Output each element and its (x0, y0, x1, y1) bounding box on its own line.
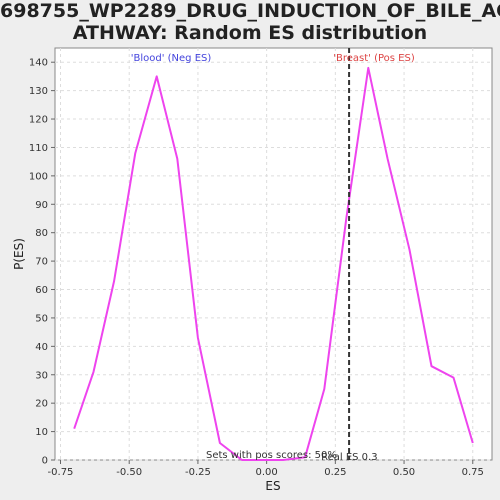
x-tick-label: -0.25 (185, 467, 211, 478)
plot-area (54, 47, 493, 461)
title-line-2: ATHWAY: Random ES distribution (72, 22, 428, 44)
y-tick-label: 30 (35, 370, 48, 381)
axes: 0 10 20 30 40 50 60 70 80 90 100 110 120 130 140 -0.75 -… (29, 58, 484, 478)
annotations: 'Blood' (Neg ES) 'Breast' (Pos ES) Real … (131, 48, 415, 463)
es-distribution-line (73, 66, 474, 461)
y-tick-label: 50 (35, 313, 48, 324)
x-tick-label: 0.50 (393, 467, 415, 478)
grid (55, 48, 492, 461)
x-tick-label: 0.00 (255, 467, 277, 478)
neg-es-label: 'Blood' (Neg ES) (131, 53, 212, 64)
y-tick-label: 90 (35, 200, 48, 211)
pos-es-label: 'Breast' (Pos ES) (333, 53, 415, 64)
y-tick-label: 100 (29, 171, 48, 182)
y-tick-label: 0 (42, 456, 48, 467)
pos-scores-label: Sets with pos scores: 50% (206, 450, 337, 461)
series (73, 66, 474, 461)
y-tick-label: 40 (35, 342, 48, 353)
x-axis-label: ES (265, 479, 280, 493)
y-tick-label: 120 (29, 115, 48, 126)
y-axis-label: P(ES) (12, 238, 26, 270)
x-tick-label: 0.75 (462, 467, 484, 478)
y-tick-label: 110 (29, 143, 48, 154)
x-tick-label: -0.75 (48, 467, 74, 478)
y-tick-label: 140 (29, 58, 48, 69)
y-tick-label: 20 (35, 399, 48, 410)
y-tick-label: 70 (35, 257, 48, 268)
y-tick-label: 130 (29, 86, 48, 97)
chart-title: 698755_WP2289_DRUG_INDUCTION_OF_BILE_ACI… (0, 0, 500, 44)
y-tick-label: 60 (35, 285, 48, 296)
title-line-1: 698755_WP2289_DRUG_INDUCTION_OF_BILE_ACI… (0, 0, 500, 22)
x-tick-label: -0.50 (116, 467, 142, 478)
y-tick-label: 10 (35, 427, 48, 438)
x-tick-label: 0.25 (324, 467, 346, 478)
real-es-label: Real ES 0.3 (321, 452, 377, 463)
y-tick-label: 80 (35, 228, 48, 239)
